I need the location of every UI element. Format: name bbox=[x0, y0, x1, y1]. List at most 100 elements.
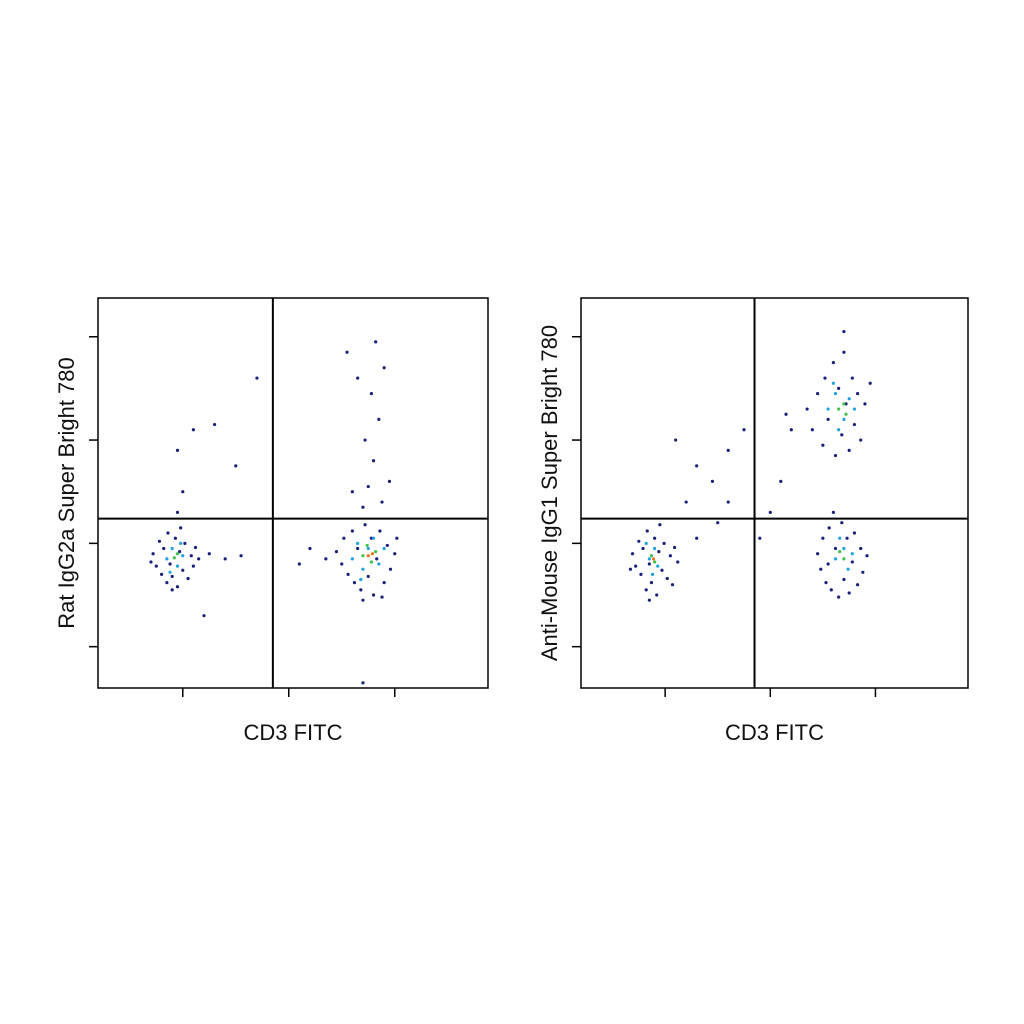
event-dot bbox=[374, 550, 378, 554]
event-dot bbox=[644, 588, 648, 592]
event-dot bbox=[653, 560, 657, 564]
event-dot bbox=[382, 366, 386, 370]
event-dot bbox=[850, 560, 854, 564]
event-dot bbox=[308, 546, 312, 551]
event-dot bbox=[393, 552, 397, 556]
event-dot bbox=[255, 376, 259, 380]
event-dot bbox=[350, 529, 354, 533]
event-dot bbox=[350, 490, 354, 494]
event-dot bbox=[742, 428, 746, 432]
event-dot bbox=[175, 585, 180, 589]
event-dot bbox=[630, 552, 635, 556]
event-dot bbox=[670, 583, 675, 587]
y-axis-label: Rat IgG2a Super Bright 780 bbox=[54, 357, 79, 629]
event-dot bbox=[676, 560, 680, 564]
event-dot bbox=[170, 574, 174, 579]
event-dot bbox=[838, 536, 842, 540]
event-dot bbox=[649, 554, 654, 558]
event-dot bbox=[324, 557, 328, 561]
event-dot bbox=[861, 570, 865, 574]
event-dot bbox=[842, 350, 846, 354]
event-dot bbox=[371, 459, 376, 463]
event-dot bbox=[186, 576, 190, 581]
event-dot bbox=[710, 479, 715, 483]
event-dot bbox=[212, 422, 217, 427]
event-dot bbox=[847, 448, 851, 452]
event-dot bbox=[842, 546, 846, 551]
event-dot bbox=[370, 552, 375, 556]
event-dot bbox=[726, 448, 730, 452]
event-dot bbox=[863, 402, 867, 406]
event-dot bbox=[371, 536, 376, 540]
event-dot bbox=[352, 581, 357, 585]
event-dot bbox=[847, 591, 851, 595]
event-dot bbox=[639, 572, 643, 576]
event-dot bbox=[375, 557, 379, 561]
event-dot bbox=[365, 543, 369, 548]
event-dot bbox=[377, 417, 381, 421]
event-dot bbox=[695, 536, 699, 540]
event-dot bbox=[846, 567, 850, 571]
y-axis-label: Anti-Mouse IgG1 Super Bright 780 bbox=[537, 325, 562, 661]
event-dot bbox=[852, 531, 857, 535]
event-dot bbox=[662, 541, 666, 545]
event-dot bbox=[816, 391, 820, 396]
event-dot bbox=[645, 529, 649, 533]
event-dot bbox=[183, 541, 187, 545]
event-dot bbox=[154, 564, 158, 568]
event-dot bbox=[844, 412, 848, 416]
event-dot bbox=[647, 557, 651, 561]
event-dot bbox=[178, 550, 182, 554]
event-dot bbox=[149, 560, 153, 564]
event-dot bbox=[823, 376, 827, 380]
event-dot bbox=[833, 453, 838, 458]
event-dot bbox=[789, 428, 793, 432]
event-dot bbox=[223, 557, 227, 561]
event-dot bbox=[369, 560, 374, 564]
event-dot bbox=[361, 681, 365, 685]
event-dot bbox=[649, 581, 654, 585]
event-dot bbox=[842, 329, 846, 334]
event-dot bbox=[371, 593, 376, 597]
event-dot bbox=[168, 562, 172, 566]
event-dot bbox=[334, 550, 339, 554]
event-dot bbox=[837, 595, 841, 599]
event-dot bbox=[837, 428, 841, 432]
event-dot bbox=[197, 557, 201, 561]
event-dot bbox=[845, 536, 849, 540]
plot-frame bbox=[97, 297, 489, 689]
event-dot bbox=[641, 546, 645, 551]
event-dot bbox=[695, 464, 699, 468]
event-dot bbox=[859, 438, 863, 442]
event-dot bbox=[758, 536, 762, 540]
event-dot bbox=[340, 562, 344, 566]
event-dot bbox=[363, 438, 367, 442]
event-dot bbox=[168, 570, 172, 574]
event-dot bbox=[366, 574, 370, 579]
event-dot bbox=[653, 536, 657, 540]
event-dot bbox=[191, 564, 195, 568]
event-dot bbox=[831, 510, 835, 514]
event-dot bbox=[239, 554, 243, 558]
event-dot bbox=[831, 381, 835, 385]
event-dot bbox=[850, 552, 854, 556]
event-dot bbox=[374, 340, 378, 344]
event-dot bbox=[366, 546, 370, 551]
event-dot bbox=[361, 567, 365, 571]
event-dot bbox=[297, 562, 301, 566]
event-dot bbox=[824, 581, 828, 585]
event-dot bbox=[151, 552, 155, 556]
event-dot bbox=[810, 428, 814, 432]
event-dot bbox=[842, 557, 846, 561]
event-dot bbox=[377, 562, 381, 566]
event-dot bbox=[175, 448, 180, 452]
event-dot bbox=[837, 407, 841, 411]
event-dot bbox=[850, 376, 854, 380]
event-dot bbox=[672, 545, 677, 550]
event-dot bbox=[356, 546, 360, 551]
event-dot bbox=[234, 464, 238, 468]
event-dot bbox=[361, 505, 365, 509]
event-dot bbox=[827, 526, 831, 530]
event-dot bbox=[193, 545, 198, 550]
x-axis-label: CD3 FITC bbox=[244, 720, 343, 745]
